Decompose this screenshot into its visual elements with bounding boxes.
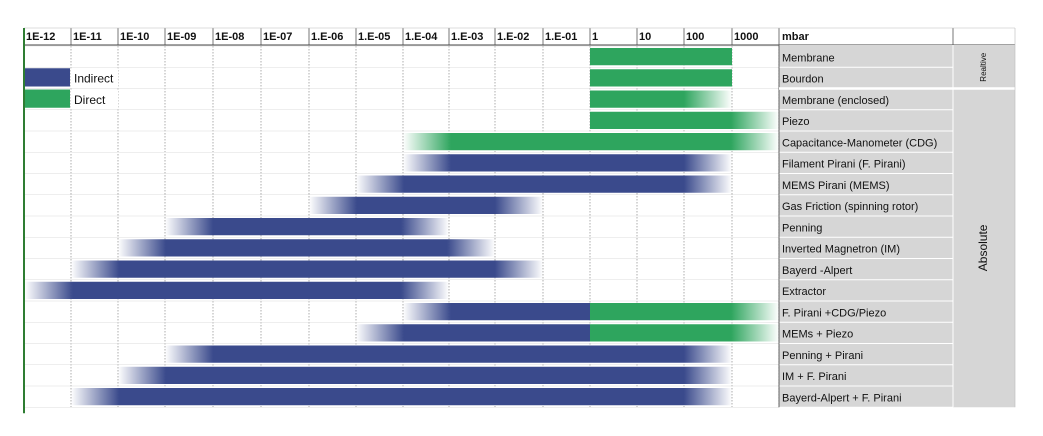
x-tick-label: 1E-10: [120, 31, 149, 43]
x-tick-label: 10: [639, 31, 651, 43]
row-label: MEMs + Piezo: [782, 329, 853, 341]
row-label: Gas Friction (spinning rotor): [782, 201, 918, 213]
bar-segment-indirect: [71, 260, 543, 278]
row-label: Bayerd -Alpert: [782, 265, 852, 277]
header-row: 1E-12 1E-11 1E-10 1E-09 1E-08 1E-07 1.E-06 1.E-…: [23, 27, 1015, 46]
row-label: IM + F. Pirani: [782, 371, 847, 383]
bar-segment-direct: [590, 69, 732, 87]
row-label: Bourdon: [782, 74, 824, 86]
row-label: Penning + Pirani: [782, 350, 863, 362]
bar-segment-direct: [590, 324, 779, 342]
x-tick-label: 1.E-04: [405, 31, 438, 43]
legend-label: Indirect: [74, 72, 114, 86]
legend-swatch-direct: [25, 89, 70, 108]
bar-segment-indirect: [25, 281, 449, 299]
x-tick-label: 1: [592, 31, 598, 43]
bar-segment-indirect: [165, 345, 732, 363]
bar-segment-indirect: [403, 154, 732, 172]
unit-label: mbar: [782, 31, 810, 43]
bar-segment-indirect: [71, 388, 732, 406]
row-label: Bayerd-Alpert + F. Pirani: [782, 392, 902, 404]
bar-segment-direct: [590, 48, 732, 66]
row-label: Membrane (enclosed): [782, 95, 889, 107]
row-label: Penning: [782, 222, 822, 234]
bar-segment-direct: [590, 111, 779, 129]
x-tick-label: 1.E-05: [358, 31, 390, 43]
x-tick-label: 100: [686, 31, 704, 43]
bar-segment-indirect: [165, 218, 449, 236]
x-tick-label: 1E-09: [167, 31, 196, 43]
legend-swatch-indirect: [25, 68, 70, 87]
x-tick-label: 1.E-01: [545, 31, 577, 43]
row-label: Piezo: [782, 116, 810, 128]
x-tick-label: 1E-12: [26, 31, 55, 43]
label-panel-background: [779, 45, 1015, 408]
x-tick-label: 1.E-06: [311, 31, 343, 43]
row-label: F. Pirani +CDG/Piezo: [782, 307, 886, 319]
legend-label-background: [71, 89, 118, 108]
bar-segment-indirect: [118, 366, 732, 384]
row-label: Extractor: [782, 286, 826, 298]
group-label: Realtive: [979, 52, 988, 81]
bar-segment-indirect: [309, 196, 543, 214]
x-tick-label: 1.E-03: [451, 31, 483, 43]
row-labels: Membrane Bourdon Membrane (enclosed) Piezo C…: [782, 52, 937, 404]
x-tick-label: 1E-08: [215, 31, 244, 43]
chart-frame: [23, 28, 1016, 414]
row-label-panel: Membrane Bourdon Membrane (enclosed) Piezo C…: [778, 45, 1015, 408]
row-label: Capacitance-Manometer (CDG): [782, 137, 937, 149]
x-tick-label: 1000: [734, 31, 758, 43]
legend-label: Direct: [74, 93, 106, 107]
row-label: Membrane: [782, 52, 835, 64]
bar-segment-indirect: [356, 324, 590, 342]
row-label: MEMS Pirani (MEMS): [782, 180, 890, 192]
header-background: [24, 28, 1015, 45]
bar-segment-direct: [590, 90, 732, 108]
bar-segment-indirect: [356, 175, 732, 193]
bar-segment-direct: [590, 303, 779, 321]
x-tick-label: 1E-07: [263, 31, 292, 43]
row-label: Inverted Magnetron (IM): [782, 244, 900, 256]
x-tick-label: 1E-11: [73, 31, 102, 43]
bar-segment-direct: [403, 133, 779, 151]
row-label: Filament Pirani (F. Pirani): [782, 159, 905, 171]
x-tick-label: 1.E-02: [497, 31, 529, 43]
bar-layer: [25, 48, 779, 406]
legend-label-background: [71, 68, 118, 87]
bar-segment-indirect: [403, 303, 590, 321]
group-label: Absolute: [976, 224, 990, 271]
bar-segment-indirect: [118, 239, 495, 257]
legend: Indirect Direct: [25, 68, 118, 108]
